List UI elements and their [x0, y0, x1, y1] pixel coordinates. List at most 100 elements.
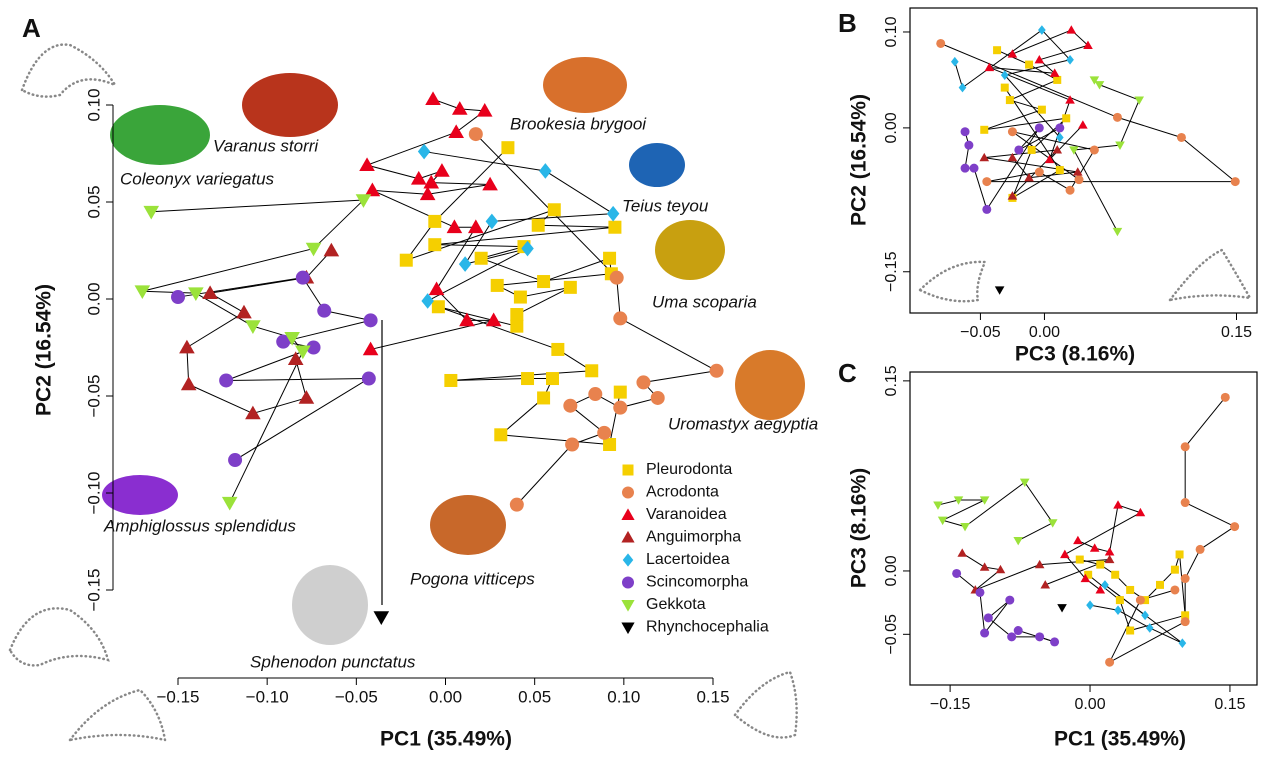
- species-label: Teius teyou: [622, 196, 709, 215]
- x-tick-label: −0.10: [246, 687, 289, 706]
- legend-marker: [621, 622, 635, 635]
- tree-branch: [500, 397, 544, 436]
- tree-branch: [516, 444, 573, 505]
- legend-label: Scincomorpha: [646, 574, 748, 591]
- point: [1044, 154, 1055, 164]
- point: [451, 101, 468, 115]
- point: [1000, 83, 1009, 92]
- tree-branch: [438, 306, 517, 327]
- panel-letter: A: [22, 13, 41, 43]
- y-tick-label: −0.15: [883, 251, 900, 292]
- point: [953, 496, 964, 505]
- tree-branch: [431, 182, 491, 186]
- point: [608, 220, 622, 234]
- point: [1075, 555, 1084, 564]
- point: [284, 331, 300, 346]
- tree-branch: [226, 378, 369, 381]
- point: [364, 182, 381, 197]
- tree-branch: [436, 226, 477, 290]
- point: [202, 285, 218, 300]
- x-tick-label: −0.05: [960, 324, 1001, 341]
- point: [1113, 500, 1123, 509]
- point: [1073, 535, 1083, 545]
- y-axis-title: PC2 (16.54%): [848, 94, 871, 226]
- y-tick-label: −0.15: [84, 568, 103, 611]
- tree-branch: [609, 392, 621, 445]
- x-tick-label: 0.15: [696, 687, 729, 706]
- tree-branch: [988, 617, 1012, 638]
- x-tick-label: 0.15: [1221, 324, 1252, 341]
- point: [1019, 478, 1030, 488]
- point: [1034, 123, 1044, 133]
- point: [323, 242, 340, 257]
- point: [513, 290, 527, 304]
- tree-branch: [151, 199, 364, 213]
- tree-branch: [434, 244, 524, 248]
- tree-branch: [1012, 29, 1072, 55]
- point: [983, 613, 993, 623]
- point: [1220, 392, 1230, 402]
- point: [952, 568, 962, 578]
- point: [221, 496, 238, 511]
- tree-branch: [427, 184, 491, 195]
- point: [1195, 544, 1205, 554]
- point: [434, 163, 450, 177]
- point: [474, 251, 488, 265]
- tree-branch: [434, 147, 509, 222]
- tree-branch: [543, 257, 610, 283]
- point: [1111, 570, 1120, 579]
- legend-marker: [622, 464, 634, 476]
- point: [960, 522, 970, 532]
- legend-marker: [622, 553, 634, 567]
- point: [979, 152, 990, 162]
- tree-branch: [1069, 149, 1095, 191]
- point: [1181, 611, 1190, 620]
- point: [995, 564, 1006, 574]
- point: [179, 339, 195, 354]
- point: [1084, 570, 1093, 579]
- point: [1141, 596, 1150, 605]
- tree-branch: [1184, 397, 1226, 448]
- tree-branch: [973, 168, 988, 210]
- point: [1175, 550, 1184, 559]
- tree-branch: [1089, 604, 1119, 611]
- tree-branch: [1012, 131, 1095, 151]
- point: [547, 203, 561, 217]
- tree-branch: [434, 226, 615, 246]
- point: [1101, 580, 1109, 590]
- tree-branch: [964, 481, 1026, 528]
- point: [1037, 105, 1046, 114]
- point: [597, 425, 612, 440]
- point: [305, 242, 322, 257]
- point: [1000, 70, 1009, 80]
- species-label: Amphiglossus splendidus: [103, 516, 296, 535]
- x-tick-label: −0.15: [930, 696, 971, 713]
- tree-branch: [252, 397, 307, 414]
- tree-branch: [225, 347, 314, 381]
- point: [980, 125, 989, 134]
- point: [957, 548, 968, 557]
- point: [1135, 595, 1145, 605]
- tree-branch: [424, 151, 546, 172]
- point: [1096, 560, 1105, 569]
- plot-frame: [909, 371, 1258, 686]
- panel-letter: B: [838, 8, 857, 38]
- tree-branch: [1109, 504, 1119, 553]
- point: [982, 177, 992, 187]
- tree-branch: [1117, 116, 1182, 138]
- point: [431, 300, 445, 314]
- point: [613, 400, 628, 415]
- point: [306, 340, 321, 355]
- tree-branch: [450, 378, 528, 381]
- decorations: [8, 43, 1253, 742]
- point: [1050, 637, 1060, 647]
- tree-branch: [1039, 171, 1071, 191]
- tree-branch: [480, 257, 544, 283]
- point: [1065, 185, 1075, 195]
- tree-branch: [989, 66, 1055, 74]
- point: [1180, 442, 1190, 452]
- point: [709, 363, 724, 378]
- point: [994, 286, 1005, 295]
- tree-branch: [188, 383, 254, 414]
- point: [1038, 25, 1046, 35]
